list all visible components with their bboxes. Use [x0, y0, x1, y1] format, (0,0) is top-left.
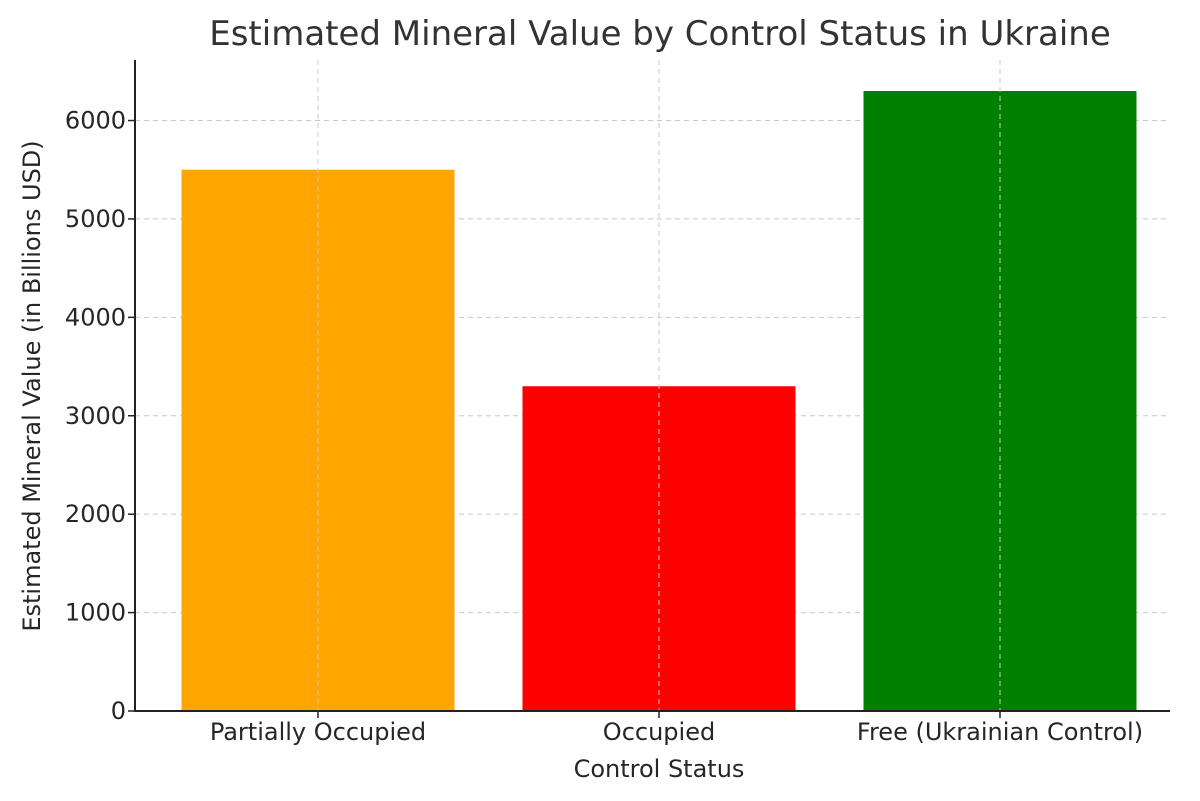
y-ticks: 0 1000 2000 3000 4000 5000 6000 — [65, 107, 135, 725]
y-tick-label: 3000 — [65, 402, 126, 430]
y-tick-label: 4000 — [65, 303, 126, 331]
y-tick-label: 5000 — [65, 205, 126, 233]
bar — [863, 91, 1137, 711]
y-tick-label: 1000 — [65, 599, 126, 627]
x-tick-label: Occupied — [603, 718, 715, 746]
x-ticks: Partially Occupied Occupied Free (Ukrainia… — [210, 711, 1143, 746]
y-tick-label: 0 — [111, 697, 126, 725]
y-tick-label: 2000 — [65, 500, 126, 528]
y-axis-label: Estimated Mineral Value (in Billions USD… — [18, 140, 46, 631]
x-axis-label: Control Status — [574, 755, 745, 783]
x-tick-label: Partially Occupied — [210, 718, 426, 746]
x-tick-label: Free (Ukrainian Control) — [857, 718, 1143, 746]
y-tick-label: 6000 — [65, 107, 126, 135]
bars — [181, 60, 1137, 711]
chart-title: Estimated Mineral Value by Control Statu… — [209, 14, 1111, 54]
axes — [134, 60, 1170, 712]
